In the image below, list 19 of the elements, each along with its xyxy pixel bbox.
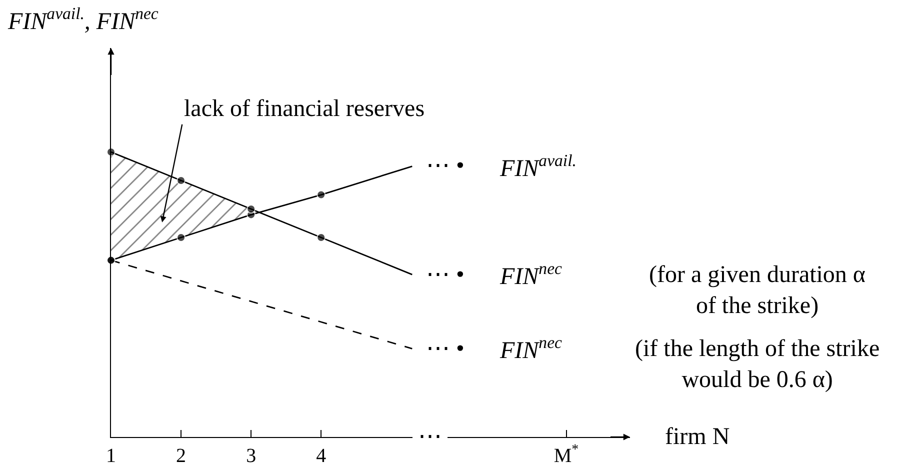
x-tick-label: 4 xyxy=(316,445,326,468)
y-axis-title: FIN$^{avail.}$, FIN$^{nec}$ xyxy=(7,4,159,36)
annotation: ⋯ • xyxy=(426,153,464,179)
x-tick-label: 2 xyxy=(176,445,186,468)
text: (if the length of the strike would be 0.6 α) xyxy=(635,336,880,394)
text: (for a given duration α of the strike) xyxy=(649,262,866,320)
text: FIN$^{nec}$ xyxy=(499,333,563,364)
point xyxy=(316,190,326,200)
annotation: ⋯ xyxy=(418,424,442,450)
text: FIN$^{avail.}$ xyxy=(499,151,576,182)
point xyxy=(246,204,256,214)
x-tick-label: M$^{*}$ xyxy=(554,442,579,468)
text: lack of financial reserves xyxy=(184,96,425,122)
x-tick-label: 3 xyxy=(246,445,256,468)
annotation: ⋯ • xyxy=(426,336,464,362)
text: FIN$^{nec}$ xyxy=(499,259,563,290)
x-tick-label: 1 xyxy=(106,445,116,468)
annotation: ⋯ • xyxy=(426,262,464,288)
x-axis-title: firm N xyxy=(665,424,730,450)
